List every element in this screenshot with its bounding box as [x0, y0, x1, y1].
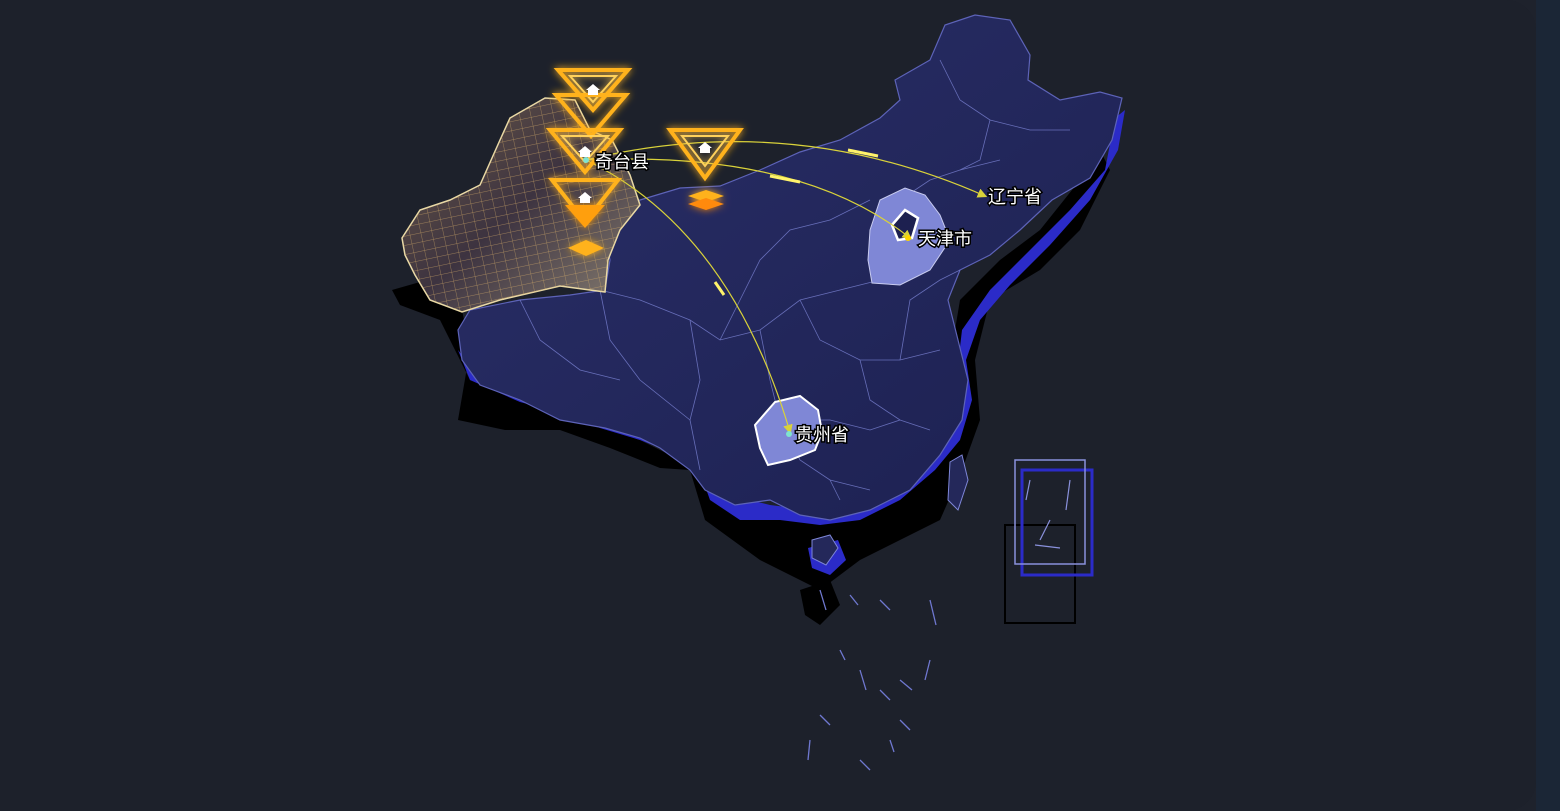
map-labels: 奇台县 辽宁省 天津市 贵州省: [594, 151, 1044, 448]
origin-markers[interactable]: [545, 68, 744, 256]
home-icon: [698, 142, 712, 153]
point-dots: [583, 157, 911, 437]
flow-lines: [585, 141, 988, 435]
marker-stack-origin[interactable]: [545, 68, 633, 256]
home-icon: [578, 146, 592, 157]
south-sea-inset: [1004, 459, 1094, 624]
marker-stack-secondary[interactable]: [666, 128, 744, 210]
label-guizhou: 贵州省: [795, 425, 849, 446]
label-origin: 奇台县: [595, 152, 649, 173]
home-icon: [586, 84, 600, 95]
home-icon: [578, 192, 592, 203]
label-tianjin: 天津市: [918, 229, 972, 250]
home-icons: [578, 84, 712, 203]
map-shadow: [392, 150, 1110, 625]
flow-line-tianjin: [585, 158, 912, 240]
china-mainland[interactable]: [457, 14, 1123, 521]
flow-line-guizhou: [585, 159, 793, 435]
page-edge: [1536, 0, 1560, 811]
islands: [807, 454, 969, 771]
label-liaoning: 辽宁省: [988, 187, 1042, 208]
flow-line-liaoning: [585, 141, 988, 198]
